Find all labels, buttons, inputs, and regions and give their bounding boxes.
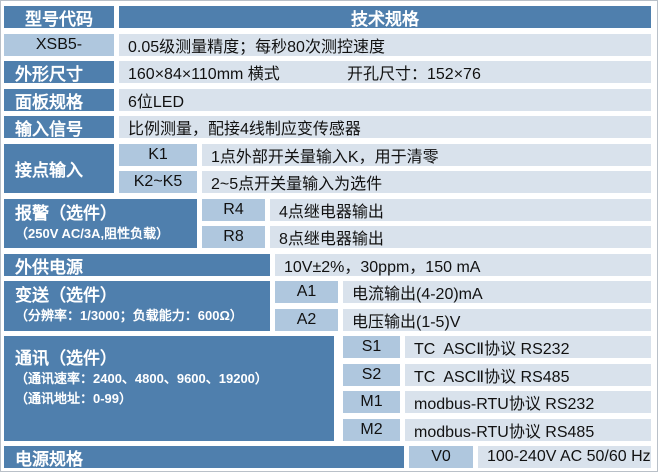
header-spec-col: 技术规格 (119, 6, 651, 28)
option-code-k2-k5: K2~K5 (119, 171, 197, 193)
option-desc-a2: 电压输出(1-5)V (343, 309, 651, 331)
option-desc-k2-k5: 2~5点开关量输入为选件 (202, 171, 651, 193)
alarm-label-cell: 报警（选件） （250V AC/3A,阻性负载） (4, 199, 197, 248)
model-code-cell: XSB5- (4, 34, 114, 56)
alarm-note: （250V AC/3A,阻性负载） (15, 225, 170, 241)
option-desc-s1: TC ASCⅡ协议 RS232 (405, 336, 651, 358)
option-code-r8: R8 (202, 226, 265, 248)
comm-note-rate: （通讯速率：2400、4800、9600、19200） (15, 371, 268, 386)
size-desc: 160×84×110mm 横式 (128, 66, 280, 83)
power-spec-desc: 100-240V AC 50/60 Hz (478, 446, 651, 468)
option-code-r4: R4 (202, 199, 265, 221)
size-label: 外形尺寸 (4, 61, 114, 83)
input-signal-desc-cell: 比例测量，配接4线制应变传感器 (119, 116, 651, 138)
option-code-v0: V0 (409, 446, 473, 468)
transmit-label-cell: 变送（选件） （分辨率：1/3000；负载能力：600Ω） (4, 281, 270, 331)
model-desc-cell: 0.05级测量精度；每秒80次测控速度 (119, 34, 651, 56)
option-desc-k1: 1点外部开关量输入K，用于清零 (202, 144, 651, 166)
header-model-col: 型号代码 (4, 6, 114, 28)
size-desc-cell: 160×84×110mm 横式 开孔尺寸：152×76 (119, 61, 651, 83)
comm-label-cell: 通讯（选件） （通讯速率：2400、4800、9600、19200） （通讯地址… (4, 336, 334, 441)
option-code-k1: K1 (119, 144, 197, 166)
power-spec-label: 电源规格 (4, 446, 404, 468)
opening-size-desc: 开孔尺寸：152×76 (347, 66, 481, 83)
comm-note-address: （通讯地址：0-99） (15, 391, 133, 406)
option-code-s1: S1 (343, 336, 400, 358)
input-signal-label: 输入信号 (4, 116, 114, 138)
panel-label: 面板规格 (4, 89, 114, 111)
panel-desc-cell: 6位LED (119, 89, 651, 111)
option-desc-s2: TC ASCⅡ协议 RS485 (405, 364, 651, 386)
transmit-note: （分辨率：1/3000；负载能力：600Ω） (15, 308, 243, 323)
option-desc-m1: modbus-RTU协议 RS232 (405, 391, 651, 413)
contact-input-label: 接点输入 (4, 144, 114, 193)
aux-power-desc-cell: 10V±2%，30ppm，150 mA (275, 254, 651, 276)
alarm-label: 报警（选件） (15, 203, 117, 223)
option-code-s2: S2 (343, 364, 400, 386)
aux-power-label: 外供电源 (4, 254, 270, 276)
option-code-m1: M1 (343, 391, 400, 413)
option-code-m2: M2 (343, 419, 400, 441)
option-code-a1: A1 (275, 281, 338, 303)
comm-label: 通讯（选件） (15, 349, 117, 368)
option-code-a2: A2 (275, 309, 338, 331)
option-desc-a1: 电流输出(4-20)mA (343, 281, 651, 303)
option-desc-r8: 8点继电器输出 (270, 226, 651, 248)
transmit-label: 变送（选件） (15, 286, 117, 305)
option-desc-r4: 4点继电器输出 (270, 199, 651, 221)
option-desc-m2: modbus-RTU协议 RS485 (405, 419, 651, 441)
